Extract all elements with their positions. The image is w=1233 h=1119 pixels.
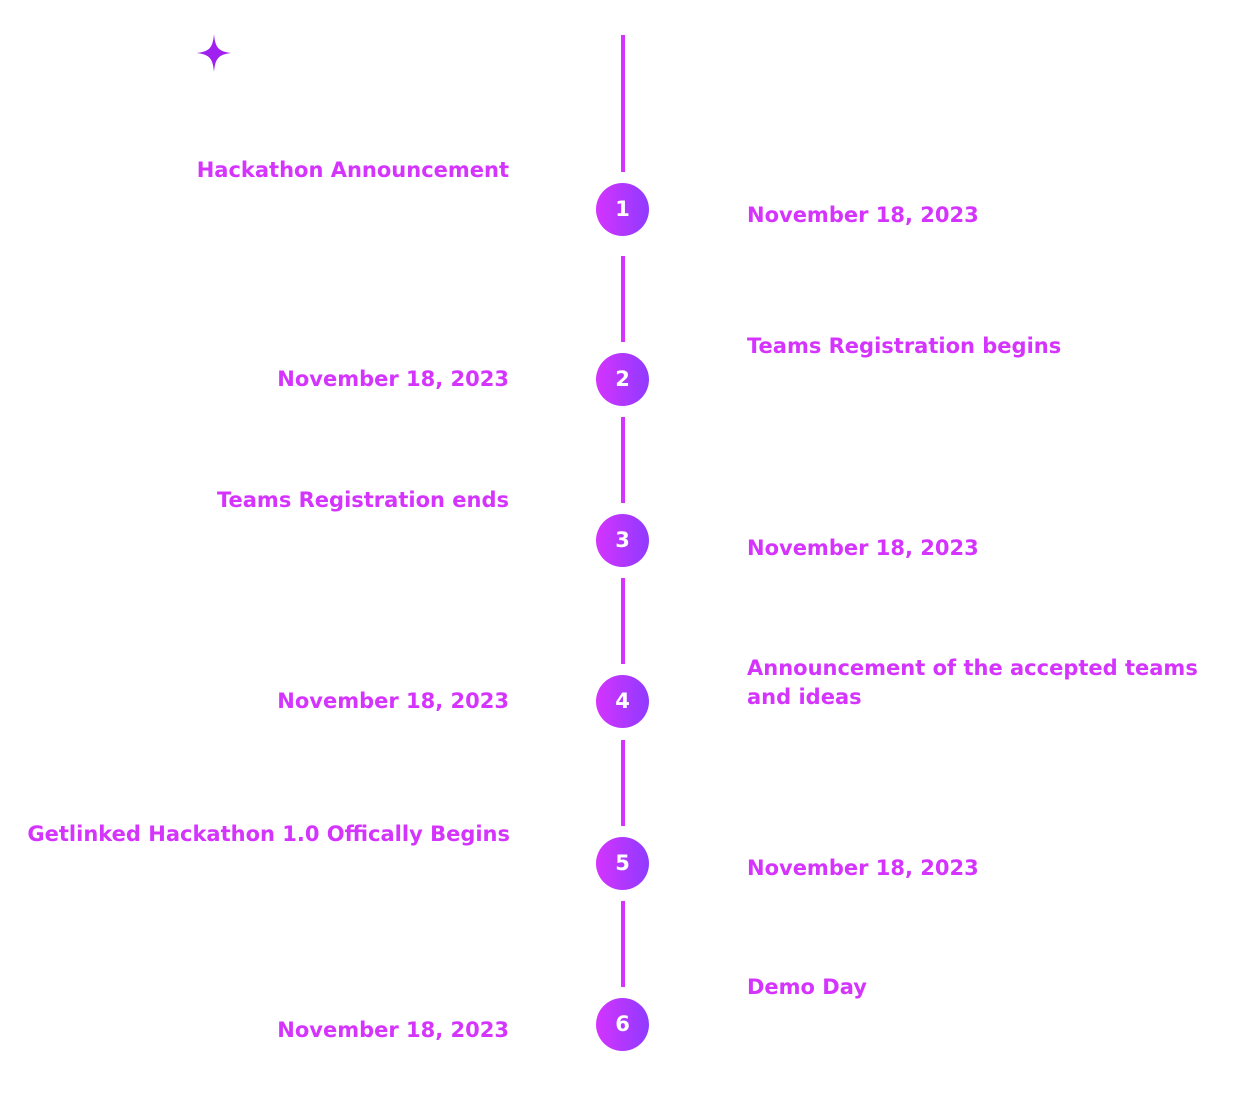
timeline-connector: [621, 740, 625, 826]
milestone-1-title: Hackathon Announcement: [196, 158, 509, 182]
milestone-6-title: Demo Day: [747, 975, 867, 999]
timeline-connector: [621, 35, 625, 172]
milestone-5-marker: 5: [596, 837, 649, 890]
milestone-5-date: November 18, 2023: [747, 856, 979, 880]
timeline-connector: [621, 578, 625, 664]
milestone-3-title: Teams Registration ends: [216, 488, 509, 512]
milestone-1-marker: 1: [596, 183, 649, 236]
timeline-connector: [621, 417, 625, 503]
milestone-5-title: Getlinked Hackathon 1.0 Offically Begins: [27, 822, 510, 846]
timeline-connector: [621, 901, 625, 987]
milestone-4-date: November 18, 2023: [277, 689, 509, 713]
milestone-4-title: Announcement of the accepted teams and i…: [747, 656, 1198, 709]
milestone-6-date: November 18, 2023: [277, 1018, 509, 1042]
milestone-2-title: Teams Registration begins: [747, 334, 1062, 358]
milestone-3-date: November 18, 2023: [747, 536, 979, 560]
milestone-2-date: November 18, 2023: [277, 367, 509, 391]
milestone-6-marker: 6: [596, 998, 649, 1051]
timeline-connector: [621, 256, 625, 342]
milestone-4-marker: 4: [596, 675, 649, 728]
milestone-3-marker: 3: [596, 514, 649, 567]
milestone-2-marker: 2: [596, 353, 649, 406]
sparkle-star-icon: [197, 34, 231, 72]
milestone-1-date: November 18, 2023: [747, 203, 979, 227]
